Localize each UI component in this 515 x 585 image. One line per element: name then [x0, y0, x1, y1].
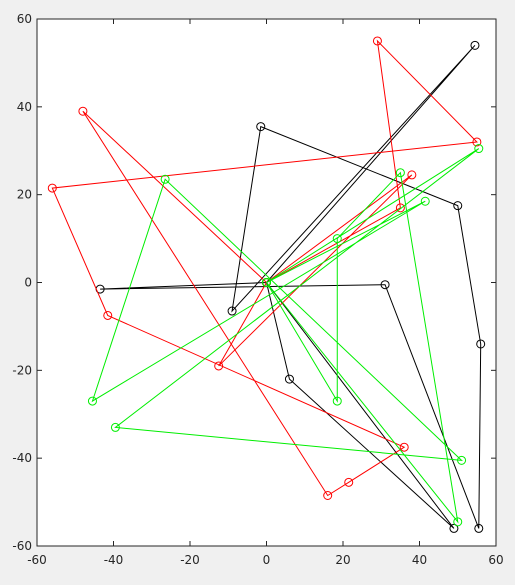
data-point	[472, 137, 482, 147]
data-point	[227, 306, 237, 316]
data-point	[87, 396, 97, 406]
x-tick-label: 60	[488, 553, 503, 567]
y-tick-label: -20	[12, 363, 32, 377]
data-point	[453, 201, 463, 211]
series-2	[87, 144, 484, 527]
y-tick-label: 0	[24, 276, 32, 290]
data-point	[160, 174, 170, 184]
y-axis: -60 -40 -20 0 20 40 60	[12, 12, 496, 553]
data-point	[395, 168, 405, 178]
data-point	[372, 36, 382, 46]
x-tick-label: 40	[412, 553, 427, 567]
data-point	[380, 280, 390, 290]
data-point	[78, 106, 88, 116]
data-point	[407, 170, 417, 180]
data-point	[470, 40, 480, 50]
series-line	[100, 45, 482, 529]
data-point	[453, 517, 463, 527]
x-tick-label: -20	[180, 553, 200, 567]
series-layer	[47, 36, 486, 533]
x-tick-label: -60	[27, 553, 47, 567]
series-line	[51, 39, 478, 497]
data-point	[476, 339, 486, 349]
data-point	[449, 523, 459, 533]
data-point	[214, 361, 224, 371]
data-point	[474, 523, 484, 533]
data-point	[323, 490, 333, 500]
y-tick-label: 40	[17, 100, 32, 114]
data-point	[344, 477, 354, 487]
y-tick-label: -60	[12, 539, 32, 553]
x-tick-label: -40	[104, 553, 124, 567]
x-axis: -60 -40 -20 0 20 40 60	[27, 19, 504, 567]
data-point	[284, 374, 294, 384]
y-tick-label: -40	[12, 451, 32, 465]
y-tick-label: 60	[17, 12, 32, 26]
data-point	[262, 278, 271, 287]
data-point	[47, 183, 57, 193]
data-point	[399, 442, 409, 452]
data-point	[256, 122, 266, 132]
data-point	[420, 196, 430, 206]
data-point	[103, 310, 113, 320]
x-tick-label: 20	[335, 553, 350, 567]
y-tick-label: 20	[17, 188, 32, 202]
data-point	[395, 203, 405, 213]
data-point	[110, 422, 120, 432]
data-point	[332, 396, 342, 406]
x-tick-label: 0	[263, 553, 271, 567]
data-point	[457, 455, 467, 465]
series-line	[91, 148, 480, 524]
data-point	[332, 234, 342, 244]
data-point	[474, 144, 484, 154]
